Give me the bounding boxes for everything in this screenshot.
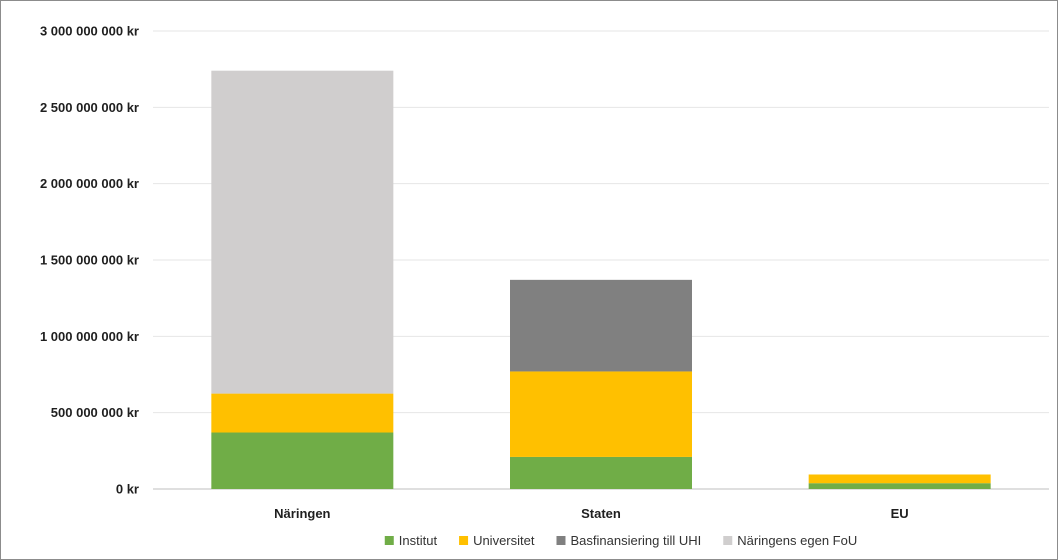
y-tick-label: 0 kr: [116, 482, 139, 497]
legend-item-basfinansiering-till-uhi: Basfinansiering till UHI: [556, 533, 701, 548]
legend-swatch: [459, 536, 469, 545]
legend-swatch: [556, 536, 566, 545]
legend-swatch: [384, 536, 394, 545]
x-tick-label: Staten: [581, 506, 621, 521]
y-tick-label: 2 500 000 000 kr: [40, 100, 139, 115]
y-tick-label: 1 000 000 000 kr: [40, 329, 139, 344]
y-tick-label: 2 000 000 000 kr: [40, 176, 139, 191]
bar-eu-universitet: [808, 474, 991, 484]
y-tick-label: 1 500 000 000 kr: [40, 253, 139, 268]
x-tick-label: Näringen: [274, 506, 330, 521]
legend-label: Basfinansiering till UHI: [570, 533, 701, 548]
bar-staten-institut: [510, 456, 692, 489]
bar-naringen-naringens-egen-fou: [211, 70, 394, 394]
legend-label: Näringens egen FoU: [737, 533, 857, 548]
bars: [211, 70, 991, 489]
legend-label: Institut: [399, 533, 438, 548]
legend-swatch: [723, 536, 733, 545]
bar-staten-universitet: [510, 371, 692, 457]
y-tick-label: 500 000 000 kr: [51, 405, 139, 420]
x-tick-label: EU: [891, 506, 909, 521]
legend-item-universitet: Universitet: [459, 533, 535, 548]
legend-item-institut: Institut: [384, 533, 438, 548]
legend-item-naringens-egen-fou: Näringens egen FoU: [723, 533, 857, 548]
legend: Institut Universitet Basfinansiering till …: [384, 533, 857, 548]
y-tick-label: 3 000 000 000 kr: [40, 24, 139, 39]
bar-naringen-universitet: [211, 393, 394, 433]
y-axis-ticks: 0 kr 500 000 000 kr 1 000 000 000 kr 1 500 …: [40, 24, 139, 497]
legend-label: Universitet: [473, 533, 535, 548]
bar-naringen-institut: [211, 432, 394, 489]
x-axis-ticks: Näringen Staten EU: [274, 506, 909, 521]
bar-eu-institut: [808, 483, 991, 489]
bar-staten-basfinansiering-till-uhi: [510, 279, 692, 372]
